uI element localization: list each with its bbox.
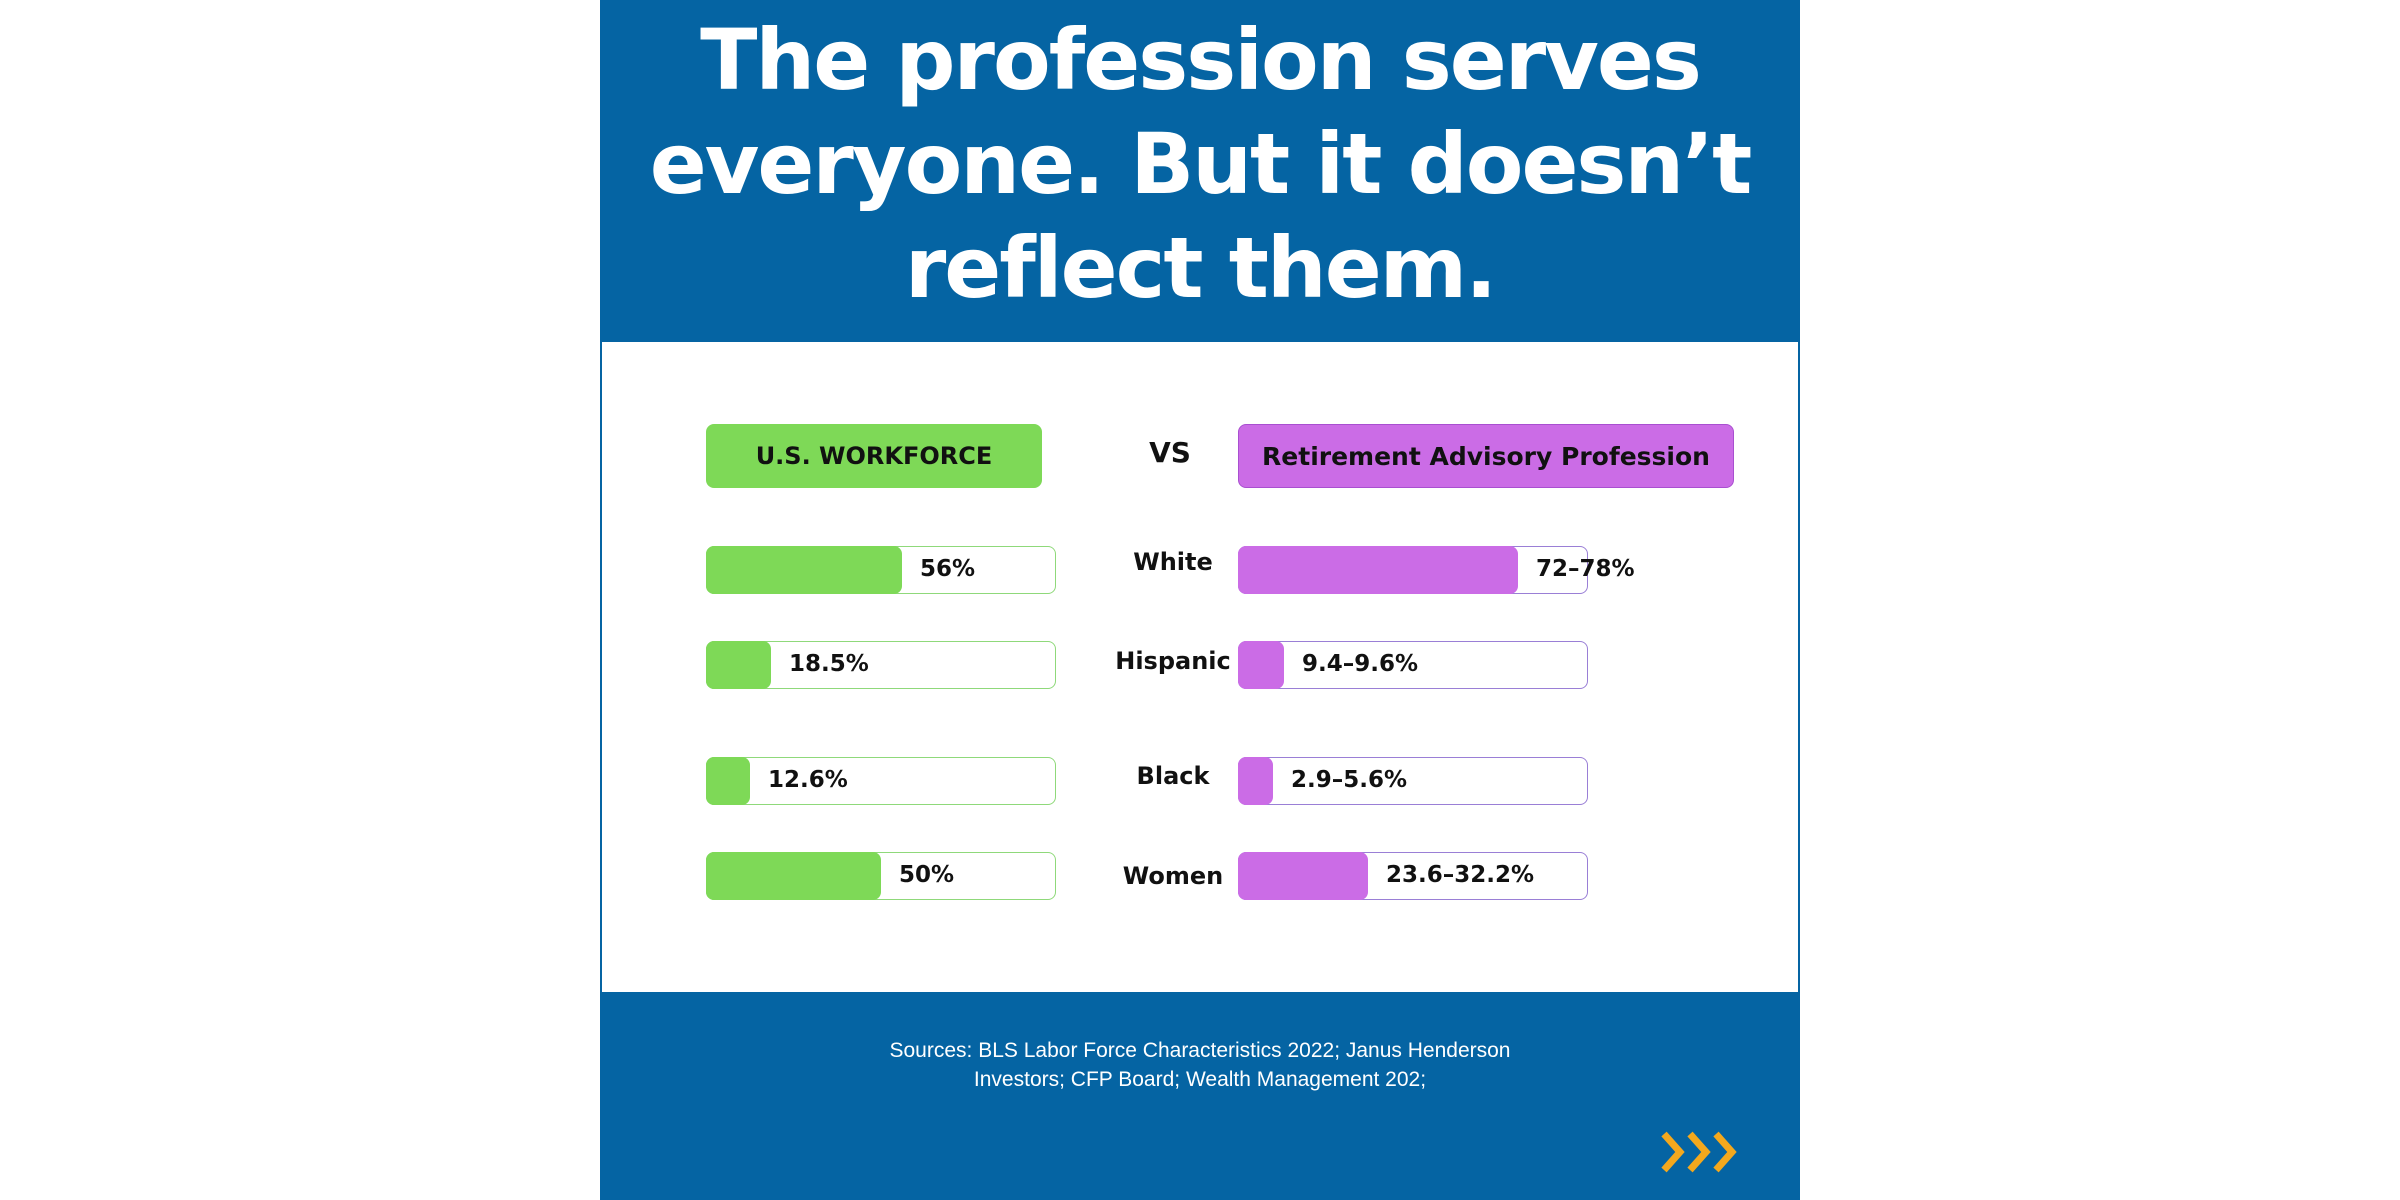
workforce-value-women: 50% bbox=[899, 862, 955, 888]
profession-value-white: 72–78% bbox=[1536, 556, 1635, 582]
workforce-header: U.S. WORKFORCE bbox=[706, 424, 1042, 488]
profession-bar-track-hispanic bbox=[1237, 640, 1588, 689]
profession-header: Retirement Advisory Profession bbox=[1238, 424, 1734, 488]
profession-bar-track-black bbox=[1237, 756, 1588, 805]
workforce-value-black: 12.6% bbox=[768, 767, 848, 793]
profession-value-black: 2.9–5.6% bbox=[1291, 767, 1408, 793]
workforce-value-hispanic: 18.5% bbox=[789, 651, 869, 677]
profession-value-women: 23.6–32.2% bbox=[1386, 862, 1535, 888]
sources-line-2: Investors; CFP Board; Wealth Management … bbox=[973, 1068, 1427, 1091]
workforce-bar-track-white bbox=[705, 545, 1056, 594]
category-label-black: Black bbox=[1136, 762, 1210, 790]
workforce-bar-track-hispanic bbox=[705, 640, 1056, 689]
sources-line-1: Sources: BLS Labor Force Characteristics… bbox=[889, 1039, 1511, 1062]
category-label-women: Women bbox=[1122, 862, 1224, 890]
title-line-2: everyone. But it doesn’t bbox=[649, 115, 1753, 213]
workforce-bar-hispanic bbox=[705, 640, 771, 689]
profession-bar-black bbox=[1237, 756, 1273, 805]
profession-bar-women bbox=[1237, 851, 1368, 900]
profession-bar-track-white bbox=[1237, 545, 1588, 594]
profession-bar-white bbox=[1237, 545, 1518, 594]
title-line-1: The profession serves bbox=[700, 11, 1702, 109]
workforce-bar-women bbox=[705, 851, 881, 900]
infographic-card: The profession serves everyone. But it d… bbox=[600, 0, 1800, 1200]
category-label-white: White bbox=[1133, 548, 1213, 576]
profession-value-hispanic: 9.4–9.6% bbox=[1302, 651, 1419, 677]
category-label-hispanic: Hispanic bbox=[1115, 647, 1231, 675]
workforce-bar-track-black bbox=[705, 756, 1056, 805]
page-title: The profession serves everyone. But it d… bbox=[600, 8, 1800, 320]
workforce-bar-white bbox=[705, 545, 902, 594]
triple-chevron-right-icon bbox=[1661, 1131, 1737, 1173]
workforce-bar-black bbox=[705, 756, 750, 805]
profession-bar-hispanic bbox=[1237, 640, 1284, 689]
vs-label: VS bbox=[1149, 436, 1191, 469]
workforce-bar-track-women bbox=[705, 851, 1056, 900]
title-line-3: reflect them. bbox=[904, 219, 1497, 317]
profession-bar-track-women bbox=[1237, 851, 1588, 900]
workforce-value-white: 56% bbox=[920, 556, 976, 582]
sources-note: Sources: BLS Labor Force Characteristics… bbox=[600, 1036, 1800, 1094]
